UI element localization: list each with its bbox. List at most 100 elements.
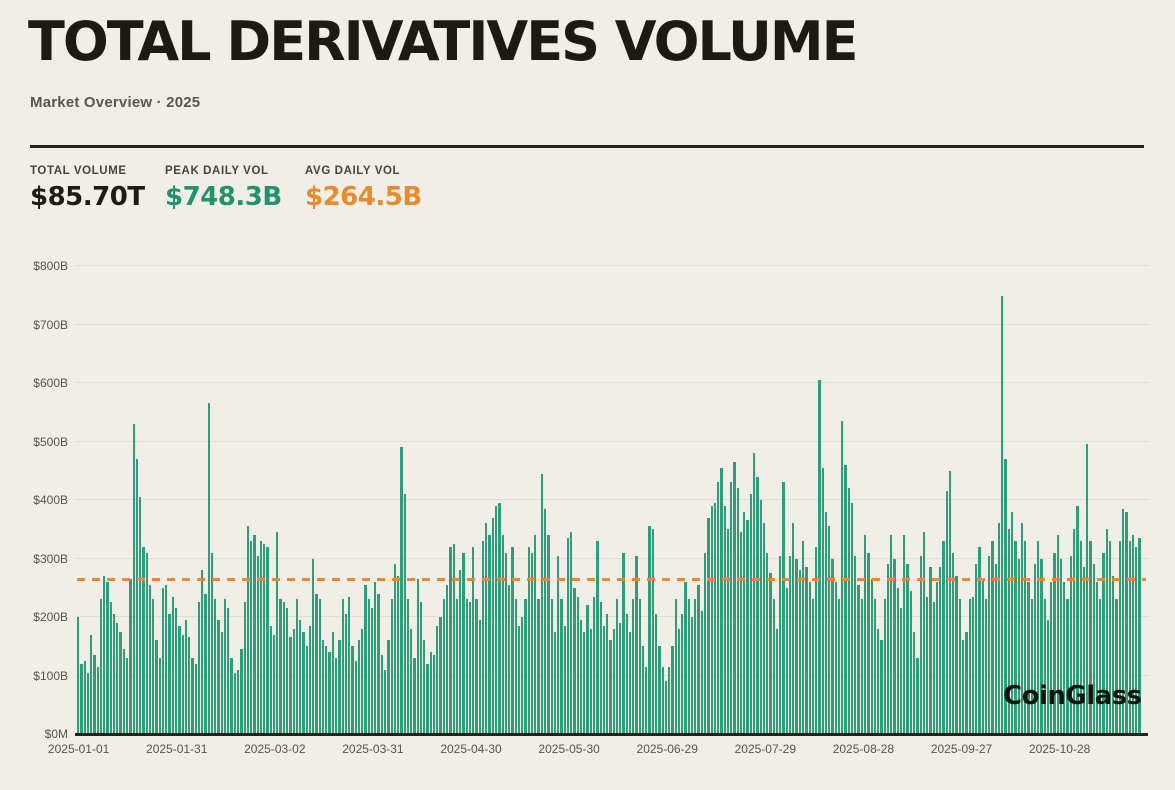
bar-day-219 bbox=[792, 523, 795, 734]
bar-day-270 bbox=[958, 599, 961, 734]
bar-day-273 bbox=[968, 599, 971, 734]
bar-day-130 bbox=[501, 535, 504, 734]
bar-day-308 bbox=[1082, 567, 1086, 734]
x-tick-2025-01-01: 2025-01-01 bbox=[47, 742, 110, 756]
bar-day-238 bbox=[854, 555, 857, 734]
bar-day-178 bbox=[658, 646, 661, 734]
bar-day-20 bbox=[142, 546, 145, 734]
bar-day-144 bbox=[547, 535, 550, 734]
bar-day-47 bbox=[230, 657, 233, 734]
bar-day-203 bbox=[739, 532, 743, 734]
bar-day-263 bbox=[935, 581, 939, 734]
bar-day-217 bbox=[785, 587, 788, 734]
bar-day-48 bbox=[233, 672, 237, 734]
bar-day-266 bbox=[945, 491, 948, 734]
bar-day-145 bbox=[550, 599, 553, 734]
bar-day-51 bbox=[243, 602, 246, 734]
bar-day-254 bbox=[906, 564, 909, 734]
bar-day-312 bbox=[1095, 581, 1099, 734]
bar-day-211 bbox=[766, 552, 769, 734]
bar-day-183 bbox=[674, 599, 677, 734]
bar-day-52 bbox=[246, 526, 250, 734]
bar-day-12 bbox=[116, 622, 119, 734]
bar-day-171 bbox=[635, 555, 638, 734]
bar-day-0 bbox=[77, 617, 80, 734]
bar-day-25 bbox=[158, 657, 161, 734]
bar-day-193 bbox=[707, 517, 710, 734]
bar-day-249 bbox=[890, 535, 893, 734]
bar-day-102 bbox=[410, 628, 413, 734]
bar-day-36 bbox=[194, 663, 197, 734]
bar-day-189 bbox=[694, 599, 697, 734]
bar-day-151 bbox=[570, 532, 573, 734]
bar-day-66 bbox=[292, 628, 295, 734]
bar-day-134 bbox=[514, 599, 517, 734]
bar-day-69 bbox=[302, 631, 305, 734]
bar-day-46 bbox=[227, 608, 230, 734]
bar-day-97 bbox=[393, 564, 397, 734]
bar-day-79 bbox=[334, 657, 338, 734]
bar-day-187 bbox=[687, 599, 690, 734]
bar-day-35 bbox=[191, 657, 194, 734]
gridline-$500B bbox=[75, 440, 1150, 442]
bar-day-163 bbox=[609, 640, 612, 734]
bar-day-14 bbox=[122, 649, 125, 734]
bar-day-45 bbox=[223, 599, 227, 734]
bar-day-173 bbox=[641, 646, 645, 734]
bar-day-214 bbox=[775, 628, 779, 734]
bar-day-118 bbox=[462, 552, 465, 734]
bar-day-186 bbox=[684, 581, 687, 734]
bar-day-260 bbox=[926, 596, 929, 734]
bar-day-115 bbox=[452, 543, 455, 734]
bar-day-33 bbox=[184, 619, 188, 734]
stat-total-volume-value: $85.70T bbox=[30, 182, 145, 212]
gridline-$200B bbox=[75, 616, 1150, 617]
bar-day-314 bbox=[1102, 552, 1105, 734]
bar-day-99 bbox=[400, 447, 403, 734]
bar-day-103 bbox=[413, 657, 416, 734]
bar-day-239 bbox=[857, 584, 860, 734]
bar-day-283 bbox=[1001, 296, 1004, 734]
stat-avg-daily-vol: AVG DAILY VOL $264.5B bbox=[305, 165, 422, 212]
bar-day-82 bbox=[344, 614, 348, 734]
x-tick-2025-03-31: 2025-03-31 bbox=[342, 742, 404, 756]
bar-day-81 bbox=[341, 599, 344, 734]
bar-day-114 bbox=[449, 546, 452, 734]
bar-day-54 bbox=[253, 535, 256, 734]
bar-day-281 bbox=[994, 564, 997, 734]
y-tick-$100B: $100B bbox=[33, 668, 68, 683]
x-tick-2025-04-30: 2025-04-30 bbox=[440, 742, 502, 756]
bar-day-259 bbox=[922, 532, 926, 734]
bar-day-127 bbox=[491, 517, 494, 734]
bar-day-108 bbox=[429, 652, 432, 734]
bar-day-132 bbox=[508, 584, 511, 734]
stat-total-volume: TOTAL VOLUME $85.70T bbox=[30, 165, 145, 212]
bar-day-55 bbox=[256, 555, 259, 734]
bar-day-180 bbox=[664, 681, 668, 734]
bar-day-241 bbox=[864, 535, 867, 734]
bar-day-71 bbox=[308, 625, 312, 734]
bar-day-288 bbox=[1017, 558, 1020, 734]
bar-day-62 bbox=[279, 599, 282, 734]
bar-day-309 bbox=[1086, 443, 1089, 734]
bar-day-136 bbox=[521, 617, 524, 734]
bar-day-267 bbox=[948, 470, 952, 734]
bar-day-150 bbox=[566, 538, 570, 734]
bar-day-225 bbox=[811, 599, 815, 734]
bar-day-320 bbox=[1122, 508, 1125, 734]
bar-day-110 bbox=[436, 625, 439, 734]
bar-day-305 bbox=[1073, 529, 1076, 734]
bar-day-209 bbox=[759, 500, 762, 734]
bar-day-162 bbox=[606, 614, 609, 734]
bar-day-170 bbox=[632, 599, 635, 734]
bar-day-63 bbox=[282, 602, 285, 734]
bar-day-11 bbox=[112, 614, 116, 734]
bar-day-6 bbox=[96, 666, 99, 734]
bar-day-282 bbox=[997, 523, 1001, 734]
bar-day-279 bbox=[988, 555, 991, 734]
bar-day-232 bbox=[834, 581, 837, 734]
bar-day-5 bbox=[93, 655, 96, 734]
bar-day-158 bbox=[592, 596, 596, 734]
bar-day-119 bbox=[465, 599, 468, 734]
bar-day-168 bbox=[625, 614, 628, 734]
